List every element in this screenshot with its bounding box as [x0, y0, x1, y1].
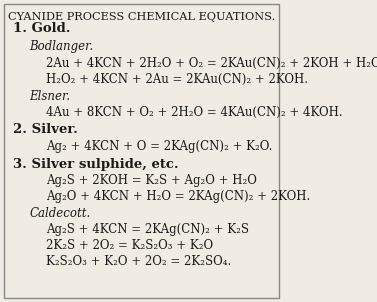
Text: CYANIDE PROCESS CHEMICAL EQUATIONS.: CYANIDE PROCESS CHEMICAL EQUATIONS. — [8, 12, 275, 22]
Text: Elsner.: Elsner. — [29, 90, 70, 103]
Text: Ag₂O + 4KCN + H₂O = 2KAg(CN)₂ + 2KOH.: Ag₂O + 4KCN + H₂O = 2KAg(CN)₂ + 2KOH. — [46, 190, 311, 203]
Text: Ag₂ + 4KCN + O = 2KAg(CN)₂ + K₂O.: Ag₂ + 4KCN + O = 2KAg(CN)₂ + K₂O. — [46, 140, 273, 153]
Text: Bodlanger.: Bodlanger. — [29, 40, 93, 53]
Text: 2K₂S + 2O₂ = K₂S₂O₃ + K₂O: 2K₂S + 2O₂ = K₂S₂O₃ + K₂O — [46, 239, 213, 252]
FancyBboxPatch shape — [4, 5, 279, 297]
Text: H₂O₂ + 4KCN + 2Au = 2KAu(CN)₂ + 2KOH.: H₂O₂ + 4KCN + 2Au = 2KAu(CN)₂ + 2KOH. — [46, 72, 308, 85]
Text: 3. Silver sulphide, etc.: 3. Silver sulphide, etc. — [12, 158, 178, 171]
Text: Ag₂S + 2KOH = K₂S + Ag₂O + H₂O: Ag₂S + 2KOH = K₂S + Ag₂O + H₂O — [46, 174, 257, 187]
Text: K₂S₂O₃ + K₂O + 2O₂ = 2K₂SO₄.: K₂S₂O₃ + K₂O + 2O₂ = 2K₂SO₄. — [46, 255, 231, 268]
Text: 2. Silver.: 2. Silver. — [12, 124, 78, 137]
Text: 4Au + 8KCN + O₂ + 2H₂O = 4KAu(CN)₂ + 4KOH.: 4Au + 8KCN + O₂ + 2H₂O = 4KAu(CN)₂ + 4KO… — [46, 105, 343, 118]
Text: Ag₂S + 4KCN = 2KAg(CN)₂ + K₂S: Ag₂S + 4KCN = 2KAg(CN)₂ + K₂S — [46, 223, 249, 236]
Text: Caldecott.: Caldecott. — [29, 207, 90, 220]
Text: 1. Gold.: 1. Gold. — [12, 22, 70, 35]
Text: 2Au + 4KCN + 2H₂O + O₂ = 2KAu(CN)₂ + 2KOH + H₂O₂: 2Au + 4KCN + 2H₂O + O₂ = 2KAu(CN)₂ + 2KO… — [46, 57, 377, 70]
